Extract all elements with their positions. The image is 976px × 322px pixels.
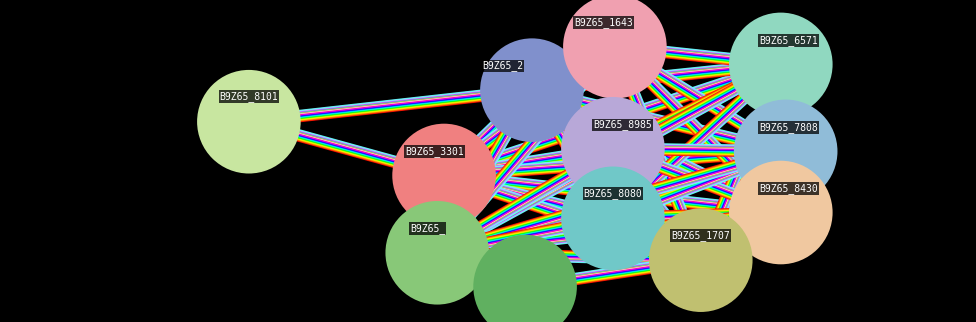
- Ellipse shape: [481, 39, 583, 141]
- Text: B9Z65_8430: B9Z65_8430: [759, 183, 818, 194]
- Ellipse shape: [735, 100, 836, 202]
- Text: B9Z65_8101: B9Z65_8101: [220, 91, 278, 102]
- Text: B9Z65_2: B9Z65_2: [482, 61, 523, 71]
- Text: B9Z65_6571: B9Z65_6571: [759, 35, 818, 46]
- Text: B9Z65_3301: B9Z65_3301: [405, 146, 464, 157]
- Ellipse shape: [474, 236, 576, 322]
- Ellipse shape: [393, 125, 495, 226]
- Text: B9Z65_1707: B9Z65_1707: [671, 230, 730, 241]
- Text: B9Z65_1643: B9Z65_1643: [574, 17, 632, 28]
- Text: B9Z65_: B9Z65_: [410, 223, 445, 234]
- Ellipse shape: [564, 0, 666, 98]
- Ellipse shape: [562, 167, 664, 269]
- Text: B9Z65_8985: B9Z65_8985: [593, 119, 652, 130]
- Text: B9Z65_8080: B9Z65_8080: [584, 188, 642, 199]
- Ellipse shape: [650, 209, 752, 311]
- Ellipse shape: [730, 162, 832, 263]
- Text: B9Z65_7808: B9Z65_7808: [759, 122, 818, 133]
- Ellipse shape: [198, 71, 300, 173]
- Ellipse shape: [386, 202, 488, 304]
- Ellipse shape: [730, 14, 832, 115]
- Ellipse shape: [562, 98, 664, 200]
